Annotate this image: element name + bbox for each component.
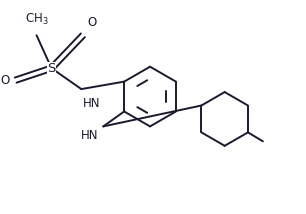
Text: HN: HN — [81, 129, 99, 142]
Text: O: O — [0, 74, 10, 87]
Text: O: O — [87, 16, 97, 29]
Text: CH$_3$: CH$_3$ — [25, 12, 48, 27]
Text: S: S — [47, 62, 56, 75]
Text: HN: HN — [83, 97, 100, 110]
